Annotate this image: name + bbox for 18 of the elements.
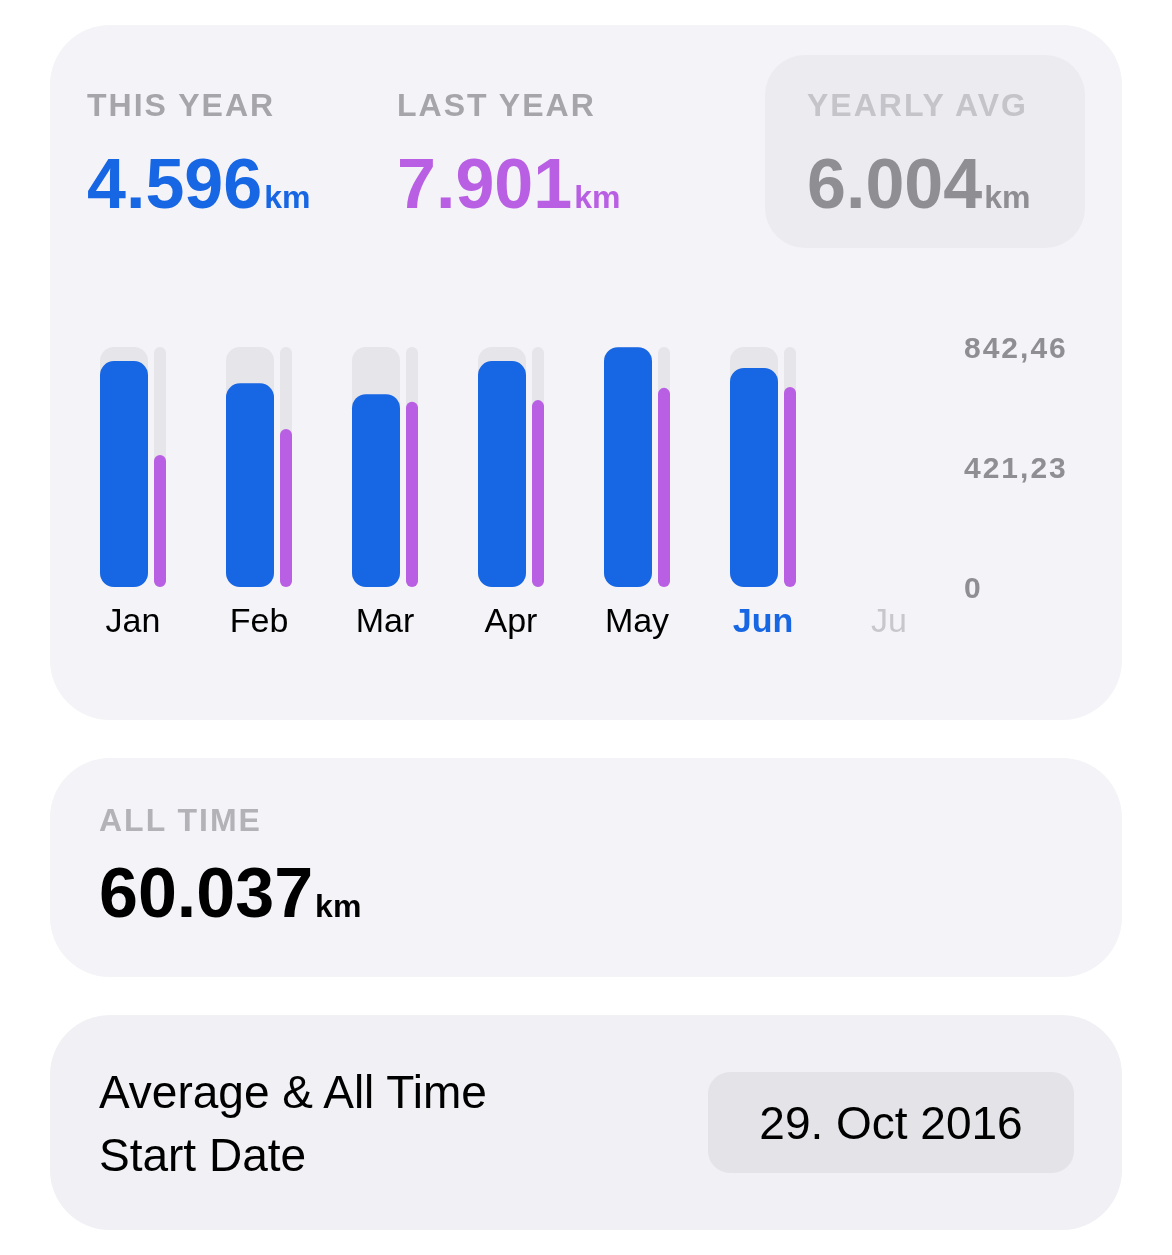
x-tick-label: Feb (229, 601, 289, 640)
text: 4.596km (87, 145, 311, 223)
x-tick-label: Jun (732, 601, 794, 640)
text: ALL TIME (99, 802, 262, 838)
text: 6.004km (807, 145, 1031, 223)
y-tick-label: 0 (964, 570, 983, 604)
x-tick-label: Apr (484, 601, 538, 640)
x-tick-label: Jan (105, 601, 161, 640)
text: 29. Oct 2016 (708, 1072, 1074, 1173)
x-tick-label: May (604, 601, 670, 640)
text: THIS YEAR (87, 87, 276, 123)
text: LAST YEAR (397, 87, 596, 123)
text: 60.037km (99, 854, 362, 932)
y-tick-label: 421,23 (964, 450, 1068, 484)
text: 7.901km (397, 145, 621, 223)
text: Average & All Time Start Date (99, 1065, 488, 1183)
x-tick-label: Mar (355, 601, 415, 640)
y-tick-label: 842,46 (964, 330, 1068, 364)
